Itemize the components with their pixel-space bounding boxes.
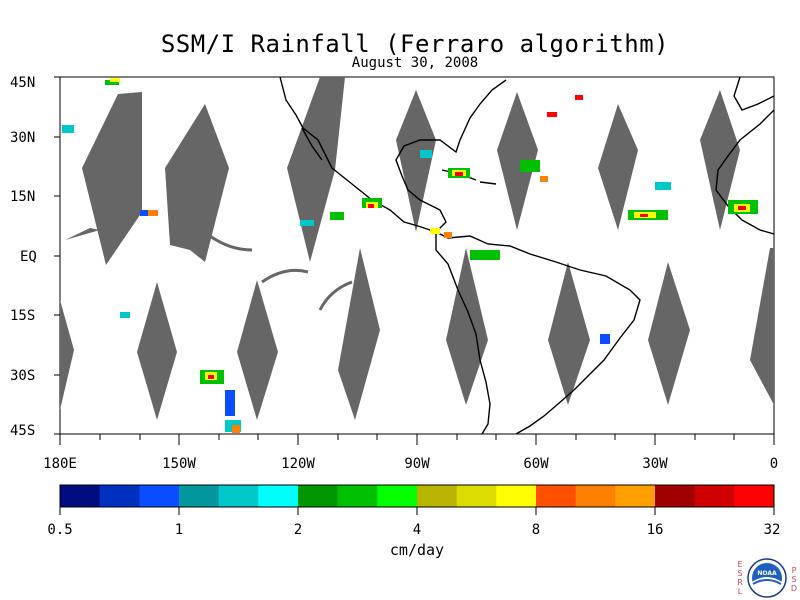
- lon-label-60w: 60W: [523, 456, 549, 472]
- colorbar-label: 16: [646, 522, 664, 538]
- lat-label-30s: 30S: [10, 368, 36, 384]
- lat-label-45s: 45S: [10, 423, 36, 439]
- colorbar-swatch: [734, 485, 775, 507]
- lon-label-120w: 120W: [281, 456, 315, 472]
- logo-letter: S: [791, 575, 797, 584]
- coastlines: [279, 76, 775, 435]
- colorbar-swatch: [456, 485, 497, 507]
- lon-label-0: 0: [769, 456, 779, 472]
- colorbar-swatch: [298, 485, 339, 507]
- logo-letter: D: [790, 584, 798, 593]
- colorbar-label: 2: [293, 522, 303, 538]
- colorbar-swatch: [179, 485, 220, 507]
- axis-ticks: [54, 76, 775, 445]
- logo-letter: L: [737, 587, 743, 596]
- colorbar-swatch: [218, 485, 259, 507]
- lat-label-30n: 30N: [10, 130, 36, 146]
- colorbar-label: 1: [174, 522, 184, 538]
- lon-label-90w: 90W: [404, 456, 430, 472]
- lat-label-45n: 45N: [10, 75, 36, 91]
- logo-letter: E: [737, 560, 743, 569]
- colorbar: [59, 484, 775, 515]
- colorbar-label: 0.5: [47, 522, 73, 538]
- lat-label-15s: 15S: [10, 308, 36, 324]
- colorbar-swatch: [258, 485, 299, 507]
- lon-label-30w: 30W: [642, 456, 668, 472]
- lat-label-15n: 15N: [10, 189, 36, 205]
- colorbar-swatch: [417, 485, 458, 507]
- colorbar-swatch: [99, 485, 140, 507]
- lon-label-150w: 150W: [162, 456, 196, 472]
- colorbar-label: 32: [763, 522, 781, 538]
- logo-letter: P: [791, 566, 797, 575]
- colorbar-swatch: [615, 485, 656, 507]
- colorbar-swatch: [337, 485, 378, 507]
- colorbar-swatch: [655, 485, 696, 507]
- colorbar-label: 8: [531, 522, 541, 538]
- map-title: SSM/I Rainfall (Ferraro algorithm): [160, 30, 670, 58]
- swath-arcs: [209, 234, 353, 311]
- noaa-emblem-icon: NOAA: [747, 558, 787, 598]
- rain-patches: [62, 78, 758, 433]
- map-date: August 30, 2008: [351, 55, 479, 71]
- colorbar-label: 4: [412, 522, 422, 538]
- lat-label-eq: EQ: [20, 249, 37, 265]
- colorbar-swatch: [60, 485, 101, 507]
- colorbar-swatch: [575, 485, 616, 507]
- logo-letter: R: [737, 578, 743, 587]
- colorbar-swatch: [139, 485, 180, 507]
- colorbar-swatch: [496, 485, 537, 507]
- logo-letter: S: [737, 569, 743, 578]
- lon-label-180e: 180E: [43, 456, 77, 472]
- noaa-badge-text: NOAA: [757, 570, 777, 577]
- colorbar-swatch: [536, 485, 577, 507]
- colorbar-swatch: [694, 485, 735, 507]
- colorbar-units: cm/day: [389, 541, 445, 559]
- swath-gaps: [60, 77, 774, 420]
- colorbar-swatch: [377, 485, 418, 507]
